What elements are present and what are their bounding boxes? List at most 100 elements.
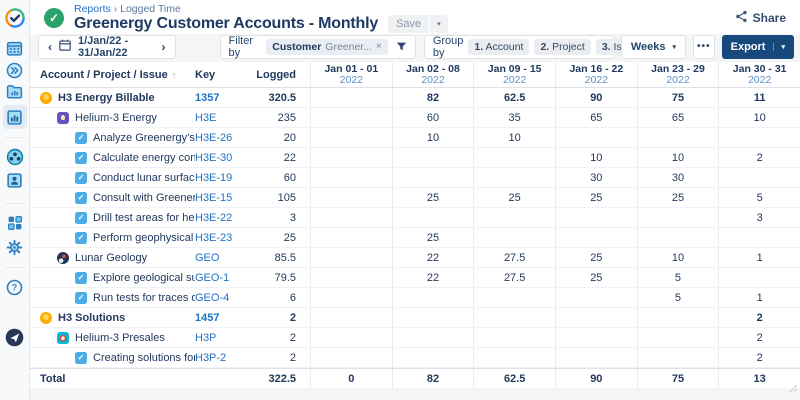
row-name-cell[interactable]: ✓ Drill test areas for helium-3... bbox=[30, 208, 195, 227]
issue-key-link[interactable]: GEO-1 bbox=[195, 271, 230, 284]
week-value-cell bbox=[636, 128, 719, 147]
row-name-cell[interactable]: Helium-3 Presales bbox=[30, 328, 195, 347]
week-value-cell: 2 bbox=[718, 308, 800, 327]
row-name-cell[interactable]: Lunar Geology bbox=[30, 248, 195, 267]
column-header-account[interactable]: Account / Project / Issue ↑ bbox=[40, 68, 177, 81]
customer-filter-chip[interactable]: Customer Greener... × bbox=[266, 38, 388, 55]
filter-bar: Filter by Customer Greener... × bbox=[219, 34, 416, 59]
week-value-cell: 11 bbox=[718, 88, 800, 107]
sort-ascending-icon[interactable]: ↑ bbox=[171, 69, 177, 80]
column-header-key[interactable]: Key bbox=[195, 68, 216, 81]
week-value-cell bbox=[310, 288, 392, 307]
logged-total-value: 25 bbox=[283, 231, 296, 244]
reports-folder-icon[interactable] bbox=[3, 79, 27, 103]
group-chip-account[interactable]: 1. Account bbox=[468, 38, 530, 55]
logged-total-value: 2 bbox=[289, 331, 296, 344]
logged-time-table: Account / Project / Issue ↑ Key Logged J… bbox=[30, 62, 800, 388]
issue-key-link[interactable]: H3E-26 bbox=[195, 131, 233, 144]
account-circle-icon bbox=[40, 91, 52, 104]
row-name-cell[interactable]: ✓ Creating solutions for proje... bbox=[30, 348, 195, 367]
table-row: ✓ Drill test areas for helium-3...H3E-22 3… bbox=[30, 208, 800, 228]
week-value-cell bbox=[391, 168, 474, 187]
whats-new-rocket-icon[interactable] bbox=[3, 325, 27, 349]
geology-project-icon bbox=[57, 251, 69, 264]
filter-funnel-icon[interactable] bbox=[396, 41, 407, 52]
week-value-cell bbox=[718, 228, 800, 247]
week-value-cell: 82 bbox=[391, 88, 474, 107]
week-value-cell bbox=[391, 288, 474, 307]
breadcrumb-reports-link[interactable]: Reports bbox=[74, 3, 111, 15]
issue-key-link[interactable]: H3E-23 bbox=[195, 231, 233, 244]
breadcrumb-current: Logged Time bbox=[120, 3, 181, 15]
group-chip-project[interactable]: 2. Project bbox=[534, 38, 591, 55]
week-value-cell: 30 bbox=[554, 168, 637, 187]
week-value-cell: 5 bbox=[718, 188, 800, 207]
logged-total-value: 322.5 bbox=[268, 372, 296, 385]
week-value-cell: 10 bbox=[391, 128, 474, 147]
settings-gear-icon[interactable] bbox=[3, 235, 27, 259]
row-name-cell[interactable]: ✓ Consult with Greenergy to ... bbox=[30, 188, 195, 207]
issue-key-link[interactable]: H3P bbox=[195, 331, 217, 344]
expand-sidebar-icon[interactable] bbox=[3, 58, 27, 82]
column-header-logged[interactable]: Logged bbox=[256, 68, 296, 81]
row-name-cell[interactable]: ✓ Calculate energy consumpt... bbox=[30, 148, 195, 167]
date-range-label[interactable]: 1/Jan/22 - 31/Jan/22 bbox=[78, 34, 129, 59]
more-options-button[interactable]: ••• bbox=[693, 34, 715, 59]
week-value-cell bbox=[310, 188, 392, 207]
prev-period-button[interactable]: ‹ bbox=[48, 39, 52, 54]
remove-filter-icon[interactable]: × bbox=[375, 41, 382, 52]
period-select[interactable]: Weeks ▾ bbox=[620, 34, 686, 59]
issue-key-link[interactable]: H3P-2 bbox=[195, 351, 227, 364]
breadcrumb: Reports › Logged Time bbox=[74, 3, 448, 15]
week-value-cell bbox=[391, 348, 474, 367]
issue-key-link[interactable]: H3E-15 bbox=[195, 191, 233, 204]
week-value-cell bbox=[310, 88, 392, 107]
teams-icon[interactable] bbox=[3, 145, 27, 169]
help-icon[interactable]: ? bbox=[3, 275, 27, 299]
save-button[interactable]: Save bbox=[388, 15, 431, 33]
table-row: H3 Solutions 1457 2 2 bbox=[30, 308, 800, 328]
calendar-icon[interactable] bbox=[3, 36, 27, 60]
week-value-cell bbox=[473, 308, 555, 327]
week-value-cell bbox=[473, 348, 555, 367]
logged-total-value: 3 bbox=[289, 211, 296, 224]
logged-total-value: 2 bbox=[289, 311, 296, 324]
share-button[interactable]: Share bbox=[735, 10, 786, 26]
week-value-cell bbox=[554, 328, 637, 347]
export-button[interactable]: Export ▾ bbox=[721, 34, 794, 59]
row-name-cell[interactable]: ✓ Analyze Greenergy’s curre... bbox=[30, 128, 195, 147]
row-name-cell[interactable]: Helium-3 Energy bbox=[30, 108, 195, 127]
filter-by-label: Filter by bbox=[228, 34, 253, 59]
week-value-cell bbox=[636, 308, 719, 327]
issue-key-link[interactable]: 1457 bbox=[195, 311, 220, 324]
row-name-cell[interactable]: ✓ Conduct lunar surface exp... bbox=[30, 168, 195, 187]
issue-key-link[interactable]: 1357 bbox=[195, 91, 220, 104]
row-name-cell[interactable]: H3 Energy Billable bbox=[30, 88, 195, 107]
row-name: H3 Solutions bbox=[58, 311, 126, 324]
issue-key-link[interactable]: H3E-19 bbox=[195, 171, 233, 184]
week-value-cell: 62.5 bbox=[473, 88, 555, 107]
row-name-cell[interactable]: ✓ Run tests for traces of gree... bbox=[30, 288, 195, 307]
table-row: ✓ Conduct lunar surface exp...H3E-19 60 303… bbox=[30, 168, 800, 188]
week-value-cell: 65 bbox=[636, 108, 719, 127]
topbar: ✓ Reports › Logged Time Greenergy Custom… bbox=[30, 0, 800, 34]
week-value-cell: 10 bbox=[636, 148, 719, 167]
next-period-button[interactable]: › bbox=[161, 39, 166, 54]
charts-icon[interactable] bbox=[2, 105, 27, 129]
accounts-icon[interactable] bbox=[3, 168, 27, 192]
row-name: Creating solutions for proje... bbox=[93, 351, 195, 364]
issue-key-link[interactable]: H3E bbox=[195, 111, 217, 124]
week-value-cell bbox=[310, 168, 392, 187]
row-name-cell[interactable]: ✓ Explore geological surface ... bbox=[30, 268, 195, 287]
issue-key-link[interactable]: H3E-30 bbox=[195, 151, 233, 164]
save-dropdown-button[interactable]: ▾ bbox=[430, 15, 448, 33]
issue-key-link[interactable]: H3E-22 bbox=[195, 211, 233, 224]
apps-icon[interactable] bbox=[3, 211, 27, 235]
resize-handle[interactable] bbox=[789, 380, 798, 398]
row-name-cell[interactable]: H3 Solutions bbox=[30, 308, 195, 327]
row-name-cell[interactable]: ✓ Perform geophysical surve... bbox=[30, 228, 195, 247]
table-row: ✓ Run tests for traces of gree...GEO-4 6 51 bbox=[30, 288, 800, 308]
issue-key-link[interactable]: GEO bbox=[195, 251, 220, 264]
week-value-cell: 10 bbox=[636, 248, 719, 267]
issue-key-link[interactable]: GEO-4 bbox=[195, 291, 230, 304]
